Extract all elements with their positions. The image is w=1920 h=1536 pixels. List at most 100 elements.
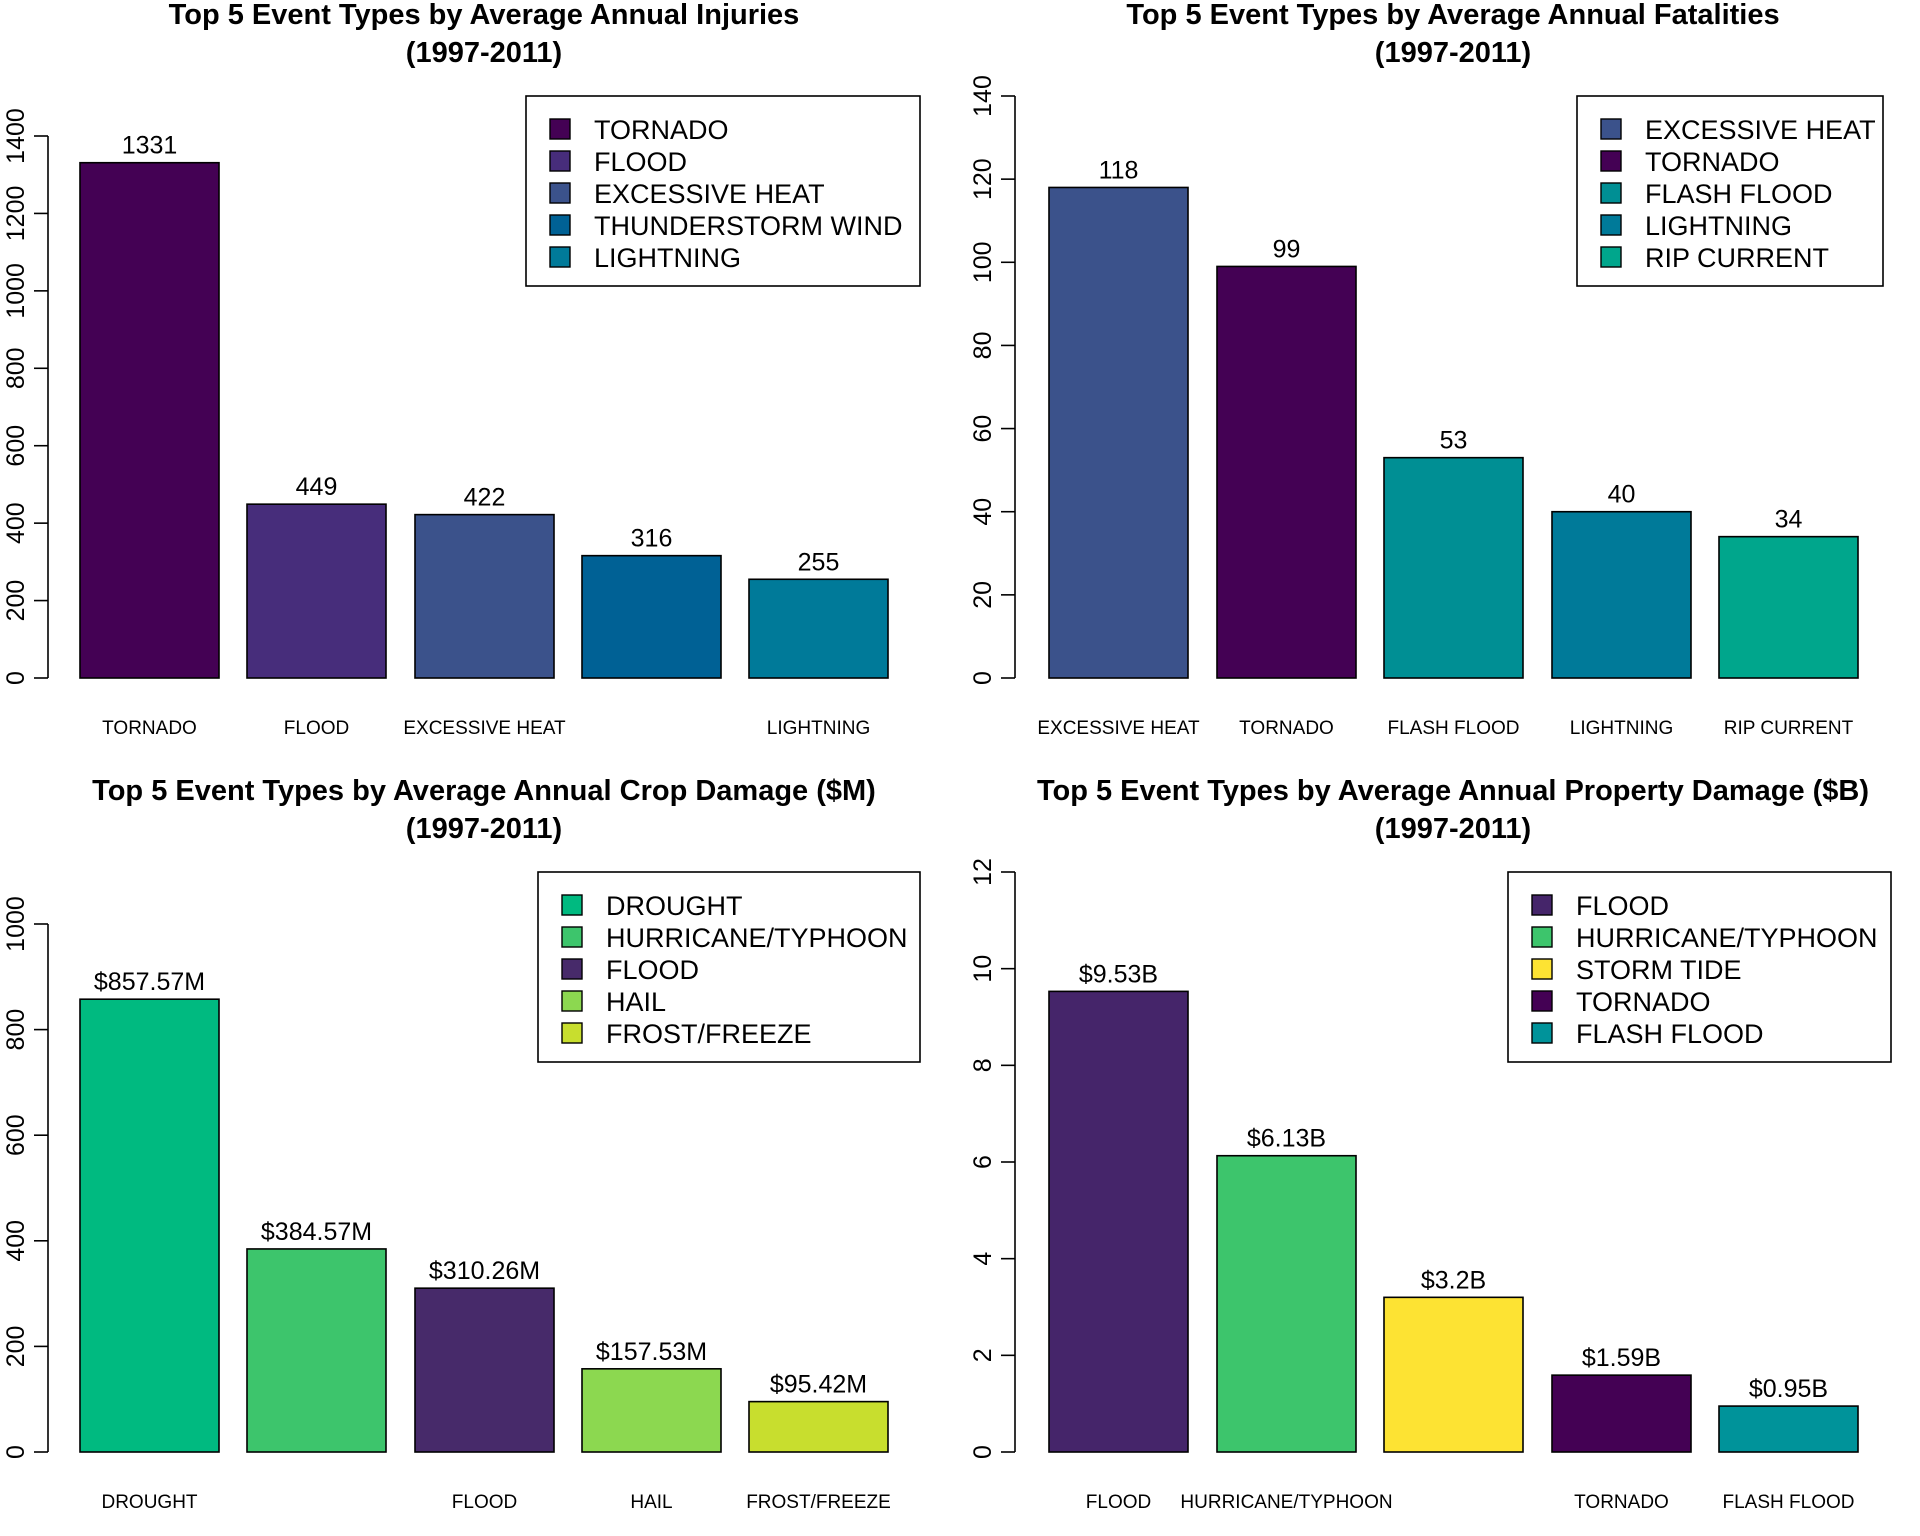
legend-swatch — [549, 246, 571, 268]
bar-value-label: 99 — [1273, 235, 1301, 263]
legend-swatch — [549, 182, 571, 204]
bar-value-label: $157.53M — [596, 1338, 707, 1366]
bar — [79, 998, 220, 1453]
y-tick-label: 1200 — [2, 186, 30, 242]
bar — [1383, 1296, 1524, 1453]
legend-entry: THUNDERSTORM WIND — [594, 211, 902, 241]
y-tick-label: 20 — [969, 581, 997, 609]
legend-entry: LIGHTNING — [594, 243, 741, 273]
chart-panel-3: Top 5 Event Types by Average Annual Crop… — [2, 775, 921, 1513]
bar — [1216, 265, 1357, 679]
bar-value-label: $9.53B — [1079, 960, 1158, 988]
legend-swatch — [1531, 990, 1553, 1012]
y-tick-label: 1400 — [2, 108, 30, 164]
legend-entry: HURRICANE/TYPHOON — [1576, 923, 1878, 953]
chart-subtitle: (1997-2011) — [406, 813, 562, 845]
legend-swatch — [561, 990, 583, 1012]
x-tick-label: HURRICANE/TYPHOON — [1180, 1492, 1392, 1513]
x-tick-label: EXCESSIVE HEAT — [403, 718, 566, 739]
y-tick-label: 120 — [969, 158, 997, 200]
x-tick-label: EXCESSIVE HEAT — [1037, 718, 1200, 739]
bar — [246, 503, 387, 679]
y-tick-label: 1000 — [2, 896, 30, 952]
bar-value-label: $384.57M — [261, 1218, 372, 1246]
x-tick-label: TORNADO — [1574, 1492, 1669, 1513]
y-tick-label: 60 — [969, 415, 997, 443]
y-tick-label: 6 — [969, 1155, 997, 1169]
y-tick-label: 400 — [2, 502, 30, 544]
legend-entry: HURRICANE/TYPHOON — [606, 923, 908, 953]
y-tick-label: 100 — [969, 241, 997, 283]
legend-entry: EXCESSIVE HEAT — [594, 179, 825, 209]
legend-swatch — [561, 926, 583, 948]
bar-value-label: $310.26M — [429, 1257, 540, 1285]
legend-entry: STORM TIDE — [1576, 955, 1742, 985]
x-tick-label: TORNADO — [1239, 718, 1334, 739]
legend-entry: FLASH FLOOD — [1576, 1019, 1764, 1049]
legend-swatch — [1600, 214, 1622, 236]
legend-swatch — [1531, 894, 1553, 916]
y-tick-label: 200 — [2, 1326, 30, 1368]
legend-entry: RIP CURRENT — [1645, 243, 1829, 273]
legend-swatch — [561, 894, 583, 916]
y-tick-label: 1000 — [2, 263, 30, 319]
legend-swatch — [1600, 246, 1622, 268]
legend-swatch — [1531, 958, 1553, 980]
y-tick-label: 8 — [969, 1058, 997, 1072]
bar — [1216, 1154, 1357, 1453]
legend-entry: FLOOD — [1576, 891, 1669, 921]
x-tick-label: LIGHTNING — [1570, 718, 1673, 739]
chart-title: Top 5 Event Types by Average Annual Inju… — [169, 0, 800, 31]
chart-subtitle: (1997-2011) — [1375, 813, 1531, 845]
bar-value-label: $1.59B — [1582, 1344, 1661, 1372]
bar-value-label: $0.95B — [1749, 1375, 1828, 1403]
x-tick-label: FLOOD — [284, 718, 349, 739]
bar-value-label: $3.2B — [1421, 1266, 1486, 1294]
x-tick-label: FLOOD — [1086, 1492, 1151, 1513]
legend-entry: TORNADO — [1645, 147, 1780, 177]
y-tick-label: 400 — [2, 1220, 30, 1262]
x-tick-label: LIGHTNING — [767, 718, 870, 739]
bar-value-label: $6.13B — [1247, 1125, 1326, 1153]
y-tick-label: 200 — [2, 580, 30, 622]
bar — [748, 1400, 889, 1453]
y-tick-label: 40 — [969, 498, 997, 526]
legend-entry: LIGHTNING — [1645, 211, 1792, 241]
bar-value-label: 53 — [1440, 427, 1468, 455]
chart-panel-1: Top 5 Event Types by Average Annual Inju… — [2, 0, 921, 739]
bar-value-label: 422 — [464, 484, 506, 512]
legend-swatch — [549, 150, 571, 172]
bar-value-label: $95.42M — [770, 1371, 867, 1399]
bar — [246, 1248, 387, 1453]
y-tick-label: 2 — [969, 1348, 997, 1362]
y-tick-label: 0 — [969, 671, 997, 685]
bar — [1383, 456, 1524, 679]
legend-entry: FROST/FREEZE — [606, 1019, 812, 1049]
legend-entry: TORNADO — [1576, 987, 1711, 1017]
bar — [581, 1368, 722, 1453]
y-tick-label: 0 — [969, 1445, 997, 1459]
y-tick-label: 10 — [969, 955, 997, 983]
y-tick-label: 600 — [2, 425, 30, 467]
bar-value-label: 1331 — [122, 132, 178, 160]
bar-value-label: 316 — [631, 525, 673, 553]
x-tick-label: FLASH FLOOD — [1388, 718, 1520, 739]
legend-swatch — [561, 958, 583, 980]
chart-panel-2: Top 5 Event Types by Average Annual Fata… — [969, 0, 1884, 739]
y-tick-label: 4 — [969, 1252, 997, 1266]
legend-entry: DROUGHT — [606, 891, 743, 921]
legend-swatch — [1531, 1022, 1553, 1044]
legend-entry: HAIL — [606, 987, 666, 1017]
y-tick-label: 12 — [969, 858, 997, 886]
bar — [414, 513, 555, 679]
bar — [1048, 186, 1189, 679]
legend-swatch — [1600, 150, 1622, 172]
legend-box — [1576, 95, 1884, 287]
chart-subtitle: (1997-2011) — [1375, 37, 1531, 69]
legend-box — [1507, 871, 1892, 1063]
legend-entry: FLASH FLOOD — [1645, 179, 1833, 209]
legend-swatch — [1531, 926, 1553, 948]
bar — [1551, 510, 1692, 679]
bar — [414, 1287, 555, 1453]
